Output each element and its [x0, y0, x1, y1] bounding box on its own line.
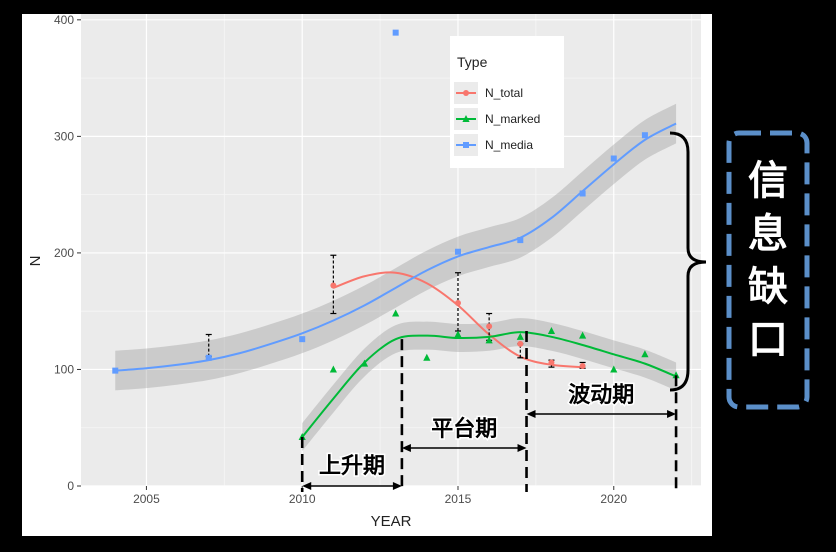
data-point-N_total [454, 300, 461, 307]
y-tick-label: 400 [54, 14, 74, 27]
legend-entries: N_total N_marked N_media [454, 82, 540, 156]
phase-label: 平台期 [431, 416, 497, 442]
data-point-N_marked [423, 353, 431, 361]
axes: 2005 2010 2015 2020 0 100 200 300 400 [54, 14, 627, 506]
x-tick-label: 2015 [445, 492, 472, 506]
y-axis-title: N [27, 256, 44, 267]
data-point-N_media [579, 190, 586, 197]
phase-label: 上升期 [319, 454, 385, 479]
y-tick-label: 200 [54, 246, 74, 260]
gap-label-char: 缺 [748, 264, 788, 310]
data-point-N_marked [641, 350, 649, 358]
y-tick-label: 0 [67, 479, 74, 493]
phase-arrowhead [302, 482, 312, 490]
data-point-N_marked [547, 326, 556, 334]
y-tick-label: 100 [54, 362, 74, 376]
data-point-N_media [610, 155, 617, 162]
x-tick-label: 2005 [133, 492, 160, 506]
phase-arrowhead [526, 410, 536, 418]
legend-label: N_total [485, 86, 523, 100]
gap-label-char: 口 [748, 317, 788, 363]
x-tick-label: 2010 [289, 492, 316, 506]
chart-figure: 2005 2010 2015 2020 0 100 200 300 400 YEAR N Typ… [22, 14, 712, 536]
data-point-N_marked [392, 309, 400, 317]
legend-key-marker [463, 90, 469, 96]
data-point-N_marked [610, 365, 618, 373]
gap-label-char: 息 [748, 211, 788, 257]
gap-brace [669, 131, 707, 392]
data-point-N_media [454, 248, 461, 255]
data-point-N_total [517, 340, 524, 347]
legend-key-marker [463, 142, 469, 148]
data-point-N_media [299, 336, 306, 343]
data-point-N_total [548, 359, 555, 366]
data-point-N_marked [516, 332, 524, 340]
data-point-N_marked [672, 371, 680, 379]
plot-panel [81, 14, 701, 486]
minor-gridlines [81, 14, 701, 486]
legend-title: Type [457, 54, 488, 70]
data-point-N_media [517, 237, 524, 244]
x-tick-label: 2020 [600, 492, 627, 506]
legend: Type N_total N_marked N_media [450, 36, 564, 168]
y-tick-label: 300 [54, 129, 74, 143]
data-point-N_total [486, 323, 493, 330]
gap-label-box [726, 130, 810, 410]
legend-label: N_media [485, 138, 533, 152]
phase-label: 波动期 [568, 383, 634, 408]
data-point-N_media [112, 367, 119, 374]
gap-label-char: 信 [748, 158, 788, 204]
data-point-N_total [579, 362, 586, 369]
data-point-N_marked [329, 365, 337, 373]
phase-annotations: 上升期 平台期 波动期 [300, 330, 678, 492]
phase-arrowhead [392, 482, 402, 490]
data-point-N_marked [579, 331, 587, 339]
phase-arrowhead [517, 444, 527, 452]
data-point-N_marked [360, 359, 369, 367]
confidence-bands [115, 103, 677, 452]
confidence-band-N_media [115, 103, 677, 391]
gap-label: 信息缺口 [748, 158, 788, 363]
data-point-N_media [641, 132, 648, 139]
x-axis-title: YEAR [371, 513, 412, 530]
data-point-N_media [205, 354, 212, 361]
legend-label: N_marked [485, 112, 540, 126]
chart-svg: 2005 2010 2015 2020 0 100 200 300 400 YEAR N Typ… [27, 14, 701, 530]
phase-arrowhead [401, 444, 411, 452]
legend-key-marker [462, 115, 470, 122]
data-point-N_media [392, 29, 399, 36]
phase-arrowhead [667, 410, 677, 418]
data-point-N_total [330, 282, 337, 289]
data-point-N_marked [298, 433, 306, 441]
data-points [112, 29, 680, 441]
confidence-band-N_marked [302, 318, 677, 452]
data-point-N_marked [454, 330, 462, 338]
data-point-N_marked [485, 336, 493, 344]
